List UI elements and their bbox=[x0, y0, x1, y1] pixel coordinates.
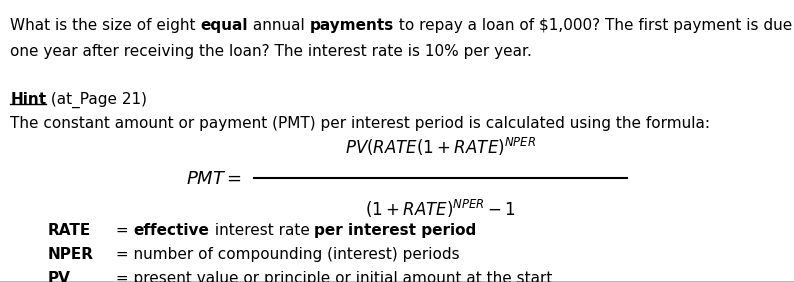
Text: NPER: NPER bbox=[48, 247, 94, 262]
Text: per interest period: per interest period bbox=[314, 223, 476, 238]
Text: annual: annual bbox=[249, 18, 310, 33]
Text: (at_Page 21): (at_Page 21) bbox=[46, 92, 148, 108]
Text: The constant amount or payment (PMT) per interest period is calculated using the: The constant amount or payment (PMT) per… bbox=[10, 116, 711, 131]
Text: PV: PV bbox=[48, 271, 71, 282]
Text: RATE: RATE bbox=[48, 223, 91, 238]
Text: = present value or principle or initial amount at the start: = present value or principle or initial … bbox=[111, 271, 553, 282]
Text: $\mathit{PV}\mathit{(RATE}(1 + \mathit{RATE})^{\mathit{NPER}}$: $\mathit{PV}\mathit{(RATE}(1 + \mathit{R… bbox=[345, 136, 536, 158]
Text: What is the size of eight: What is the size of eight bbox=[10, 18, 201, 33]
Text: payments: payments bbox=[310, 18, 394, 33]
Text: =: = bbox=[111, 223, 133, 238]
Text: = number of compounding (interest) periods: = number of compounding (interest) perio… bbox=[111, 247, 460, 262]
Text: Hint: Hint bbox=[10, 92, 46, 107]
Text: interest rate: interest rate bbox=[210, 223, 314, 238]
Text: one year after receiving the loan? The interest rate is 10% per year.: one year after receiving the loan? The i… bbox=[10, 44, 532, 59]
Text: to repay a loan of $1,000? The first payment is due: to repay a loan of $1,000? The first pay… bbox=[394, 18, 792, 33]
Text: effective: effective bbox=[133, 223, 210, 238]
Text: $(1 + \mathit{RATE})^{\mathit{NPER}} - 1$: $(1 + \mathit{RATE})^{\mathit{NPER}} - 1… bbox=[365, 198, 516, 220]
Text: equal: equal bbox=[201, 18, 249, 33]
Text: $\mathit{PMT} =$: $\mathit{PMT} =$ bbox=[186, 170, 242, 188]
